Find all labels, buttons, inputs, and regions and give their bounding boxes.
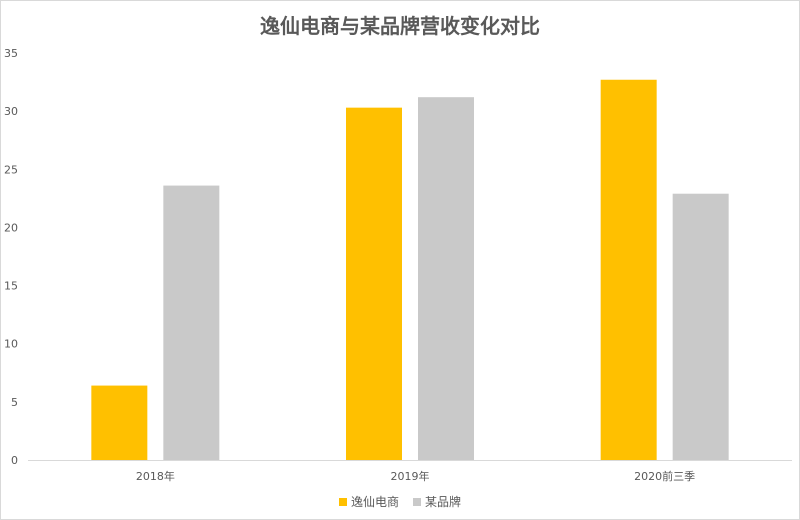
legend-label-brand: 某品牌 [425,495,462,509]
legend-item-yixian[interactable]: 逸仙电商 [338,493,399,510]
legend-item-brand[interactable]: 某品牌 [413,493,461,510]
y-tick-label: 25 [4,163,18,176]
x-tick-label: 2018年 [136,469,175,483]
legend-swatch-brand [413,497,421,506]
legend: 逸仙电商 某品牌 [0,493,800,510]
y-tick-label: 20 [4,221,18,234]
bar-yixian [346,107,402,460]
y-tick-label: 0 [11,454,18,467]
legend-swatch-yixian [338,497,347,506]
y-tick-label: 10 [4,338,18,351]
legend-label-yixian: 逸仙电商 [350,495,399,509]
bar-yixian [91,385,148,460]
chart-title: 逸仙电商与某品牌营收变化对比 [260,14,540,38]
x-tick-label: 2019年 [391,469,430,483]
y-tick-label: 15 [4,280,18,293]
bar-brand [418,97,474,460]
x-tick-label: 2020前三季 [634,469,695,483]
y-tick-label: 30 [4,105,18,118]
bar-yixian [600,79,657,460]
bar-brand [672,193,729,460]
y-tick-label: 35 [4,47,18,60]
bar-brand [163,185,220,460]
y-tick-label: 5 [11,396,18,409]
